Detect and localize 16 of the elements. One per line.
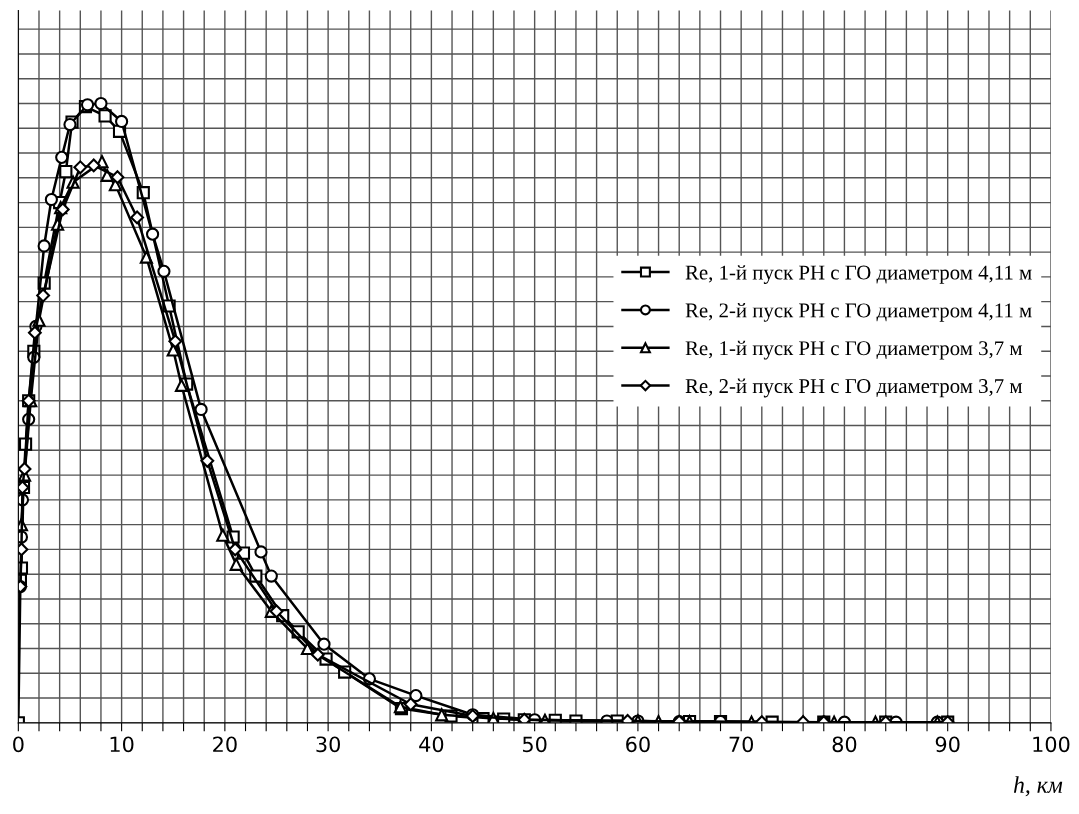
x-tick-label: 50	[523, 736, 547, 753]
x-tick-label: 80	[832, 736, 857, 753]
x-tick-label: 10	[110, 736, 134, 753]
legend-label: Re, 2-й пуск РН с ГО диаметром 3,7 м	[685, 378, 1023, 398]
legend-label: Re, 2-й пуск РН с ГО диаметром 4,11 м	[685, 302, 1032, 322]
x-axis-title: h, км	[1013, 776, 1063, 797]
x-tick-label: 20	[213, 736, 237, 753]
x-tick-label: 0	[13, 736, 24, 753]
x-tick-label: 100	[1033, 736, 1070, 753]
legend-label: Re, 1-й пуск РН с ГО диаметром 3,7 м	[685, 340, 1023, 360]
x-tick-label: 30	[316, 736, 340, 753]
x-tick-label: 70	[729, 736, 754, 753]
legend-label: Re, 1-й пуск РН с ГО диаметром 4,11 м	[685, 265, 1032, 284]
x-tick-label: 60	[626, 736, 650, 753]
x-tick-label: 90	[935, 736, 960, 753]
x-tick-label: 40	[419, 736, 444, 753]
